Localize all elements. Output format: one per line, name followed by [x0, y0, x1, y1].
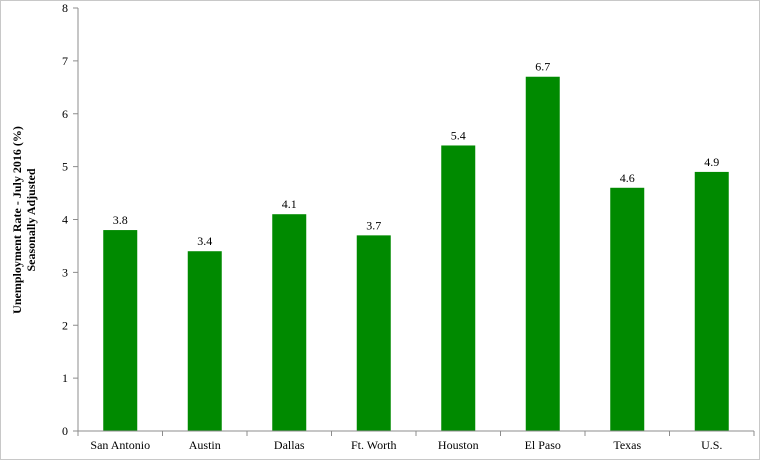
x-tick-label: Houston: [438, 438, 479, 452]
y-axis-title-line1: Unemployment Rate - July 2016 (%): [10, 126, 24, 314]
bar: [610, 187, 645, 431]
x-tick-label: El Paso: [525, 438, 561, 452]
y-tick-label: 7: [62, 54, 68, 68]
x-tick-label: Ft. Worth: [351, 438, 397, 452]
y-tick-label: 3: [62, 265, 68, 279]
data-label: 3.4: [197, 234, 212, 248]
y-tick-label: 2: [62, 318, 68, 332]
bar: [694, 171, 729, 431]
data-label: 3.7: [366, 218, 381, 232]
data-label: 4.1: [282, 197, 297, 211]
x-tick-label: U.S.: [701, 438, 722, 452]
x-tick-label: San Antonio: [90, 438, 150, 452]
y-tick-label: 6: [62, 107, 68, 121]
data-label: 4.6: [620, 171, 635, 185]
x-tick-label: Texas: [613, 438, 641, 452]
bar: [272, 214, 307, 431]
y-tick-label: 5: [62, 160, 68, 174]
y-tick-label: 1: [62, 371, 68, 385]
bar: [103, 230, 138, 431]
y-tick-label: 4: [62, 213, 68, 227]
x-tick-label: Dallas: [274, 438, 305, 452]
data-label: 5.4: [451, 128, 466, 142]
y-tick-label: 8: [62, 1, 68, 15]
bar: [441, 145, 476, 431]
bar: [525, 76, 560, 432]
y-tick-label: 0: [62, 424, 68, 438]
y-axis-title: Unemployment Rate - July 2016 (%) Season…: [10, 126, 38, 314]
data-label: 6.7: [535, 60, 550, 74]
bar: [187, 251, 222, 431]
y-axis-title-line2: Seasonally Adjusted: [24, 168, 38, 271]
bar: [356, 235, 391, 431]
x-tick-label: Austin: [189, 438, 221, 452]
data-label: 3.8: [113, 213, 128, 227]
data-label: 4.9: [704, 155, 719, 169]
